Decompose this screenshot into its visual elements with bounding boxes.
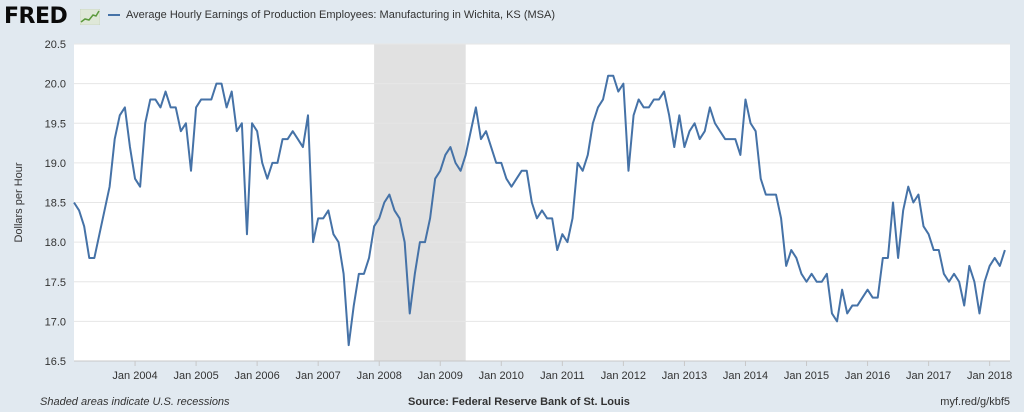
y-tick-label: 18.0 [45, 237, 66, 249]
y-tick-label: 18.5 [45, 198, 66, 210]
x-tick-label: Jan 2005 [173, 370, 218, 382]
x-tick-label: Jan 2011 [540, 370, 584, 382]
legend-label: Average Hourly Earnings of Production Em… [126, 9, 555, 21]
y-tick-label: 20.0 [45, 79, 66, 91]
y-tick-label: 17.0 [45, 316, 66, 328]
x-tick-label: Jan 2010 [479, 370, 524, 382]
y-tick-label: 20.5 [45, 39, 66, 51]
x-tick-label: Jan 2008 [357, 370, 402, 382]
y-tick-label: 16.5 [45, 356, 66, 368]
recession-note: Shaded areas indicate U.S. recessions [40, 396, 230, 408]
x-tick-label: Jan 2015 [784, 370, 829, 382]
x-tick-label: Jan 2014 [723, 370, 768, 382]
line-chart[interactable]: 16.5 17.0 17.5 18.0 18.5 19.0 19.5 20.0 20.5 Jan… [0, 0, 1024, 394]
x-tick-label: Jan 2018 [967, 370, 1012, 382]
x-tick-label: Jan 2009 [418, 370, 463, 382]
x-tick-label: Jan 2017 [906, 370, 951, 382]
series-line[interactable] [73, 74, 1006, 347]
fred-logo[interactable]: FRED [4, 4, 68, 29]
legend[interactable]: Average Hourly Earnings of Production Em… [108, 9, 555, 21]
chart-header: FRED Average Hourly Earnings of Producti… [0, 0, 1024, 36]
y-tick-label: 19.5 [45, 118, 66, 130]
x-tick-label: Jan 2012 [601, 370, 646, 382]
legend-swatch [108, 14, 120, 16]
y-axis-label: Dollars per Hour [13, 162, 25, 242]
x-tick-label: Jan 2013 [662, 370, 707, 382]
fred-logo-graph-icon [80, 9, 100, 25]
y-tick-label: 19.0 [45, 158, 66, 170]
source-text: Source: Federal Reserve Bank of St. Loui… [408, 396, 630, 408]
x-tick-label: Jan 2006 [234, 370, 279, 382]
y-axis: 16.5 17.0 17.5 18.0 18.5 19.0 19.5 20.0 20.5 [45, 39, 66, 368]
x-tick-label: Jan 2004 [112, 370, 157, 382]
y-tick-label: 17.5 [45, 277, 66, 289]
chart-footer: Shaded areas indicate U.S. recessions So… [0, 394, 1024, 412]
x-tick-label: Jan 2016 [845, 370, 890, 382]
short-link[interactable]: myf.red/g/kbf5 [940, 396, 1010, 408]
x-axis: Jan 2004 Jan 2005 Jan 2006 Jan 2007 Jan 2008… [74, 360, 1012, 382]
x-tick-label: Jan 2007 [296, 370, 341, 382]
